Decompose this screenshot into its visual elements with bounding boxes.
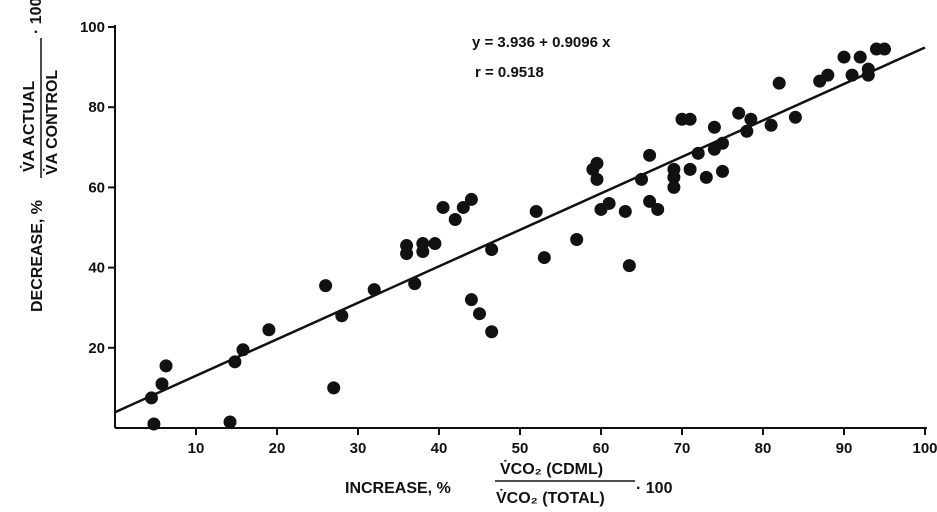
x-axis-title: INCREASE, % [345, 480, 451, 497]
correlation-label: r = 0.9518 [475, 64, 544, 81]
data-point [529, 204, 543, 218]
plot-area: 10 20 30 40 50 60 70 80 90 100 20 40 60 80 100 [80, 19, 937, 457]
data-point [691, 146, 705, 160]
data-point [699, 170, 713, 184]
x-tick-label: 10 [188, 440, 205, 457]
data-point [485, 325, 499, 339]
data-point [635, 172, 648, 186]
y-axis-fraction-multiplier: · 100 [28, 0, 45, 34]
data-point [683, 162, 697, 176]
x-axis-fraction-denominator: V̇CO₂ (TOTAL) [496, 489, 605, 507]
data-point [643, 194, 657, 208]
data-point [159, 359, 173, 373]
y-tick-label: 80 [88, 99, 105, 116]
y-axis-title: DECREASE, % [29, 200, 46, 312]
x-tick-label: 70 [674, 440, 691, 457]
data-point [590, 156, 604, 170]
data-point [456, 200, 470, 214]
data-point [643, 148, 657, 162]
data-point [667, 180, 681, 194]
data-point [473, 307, 486, 321]
data-point [821, 68, 835, 82]
data-point [716, 164, 729, 178]
regression-equation: y = 3.936 + 0.9096 x [472, 34, 611, 51]
data-point [732, 106, 746, 120]
data-point [223, 415, 237, 429]
data-point [590, 172, 604, 186]
x-tick-label: 60 [593, 440, 610, 457]
x-tick-label: 100 [912, 440, 937, 457]
data-point [464, 192, 478, 206]
data-point [764, 118, 778, 132]
y-axis-fraction-denominator: V̇A CONTROL [43, 70, 61, 175]
x-tick-label: 90 [836, 440, 853, 457]
data-point [408, 277, 422, 291]
x-axis-fraction-multiplier: · 100 [636, 480, 673, 497]
data-point [147, 417, 161, 431]
data-point [436, 200, 450, 214]
data-point [618, 204, 632, 218]
data-point [651, 202, 665, 216]
data-point [400, 239, 414, 253]
data-point [155, 377, 169, 391]
data-point [772, 76, 786, 90]
data-point [861, 68, 875, 82]
data-point [236, 343, 250, 357]
data-point [837, 50, 851, 64]
data-point [744, 112, 758, 126]
data-point [707, 120, 721, 134]
data-point [878, 42, 891, 56]
y-tick-label: 100 [80, 19, 105, 36]
data-point [319, 279, 333, 293]
data-point [448, 212, 462, 226]
data-point [335, 309, 349, 323]
regression-line [114, 46, 926, 414]
x-tick-label: 40 [431, 440, 448, 457]
x-axis-fraction-numerator: V̇CO₂ (CDML) [500, 460, 603, 478]
x-tick-label: 20 [269, 440, 286, 457]
y-tick-label: 60 [88, 179, 105, 196]
x-tick-label: 30 [350, 440, 367, 457]
data-point [570, 233, 584, 247]
data-point [428, 237, 442, 251]
data-point [602, 196, 616, 210]
data-point [327, 381, 341, 395]
data-point [144, 391, 158, 405]
data-point [667, 162, 681, 176]
data-point [683, 112, 697, 126]
data-point [537, 251, 551, 265]
y-tick-label: 40 [88, 260, 105, 277]
data-point [262, 323, 276, 337]
data-point [716, 136, 729, 150]
y-tick-label: 20 [88, 340, 105, 357]
data-point [788, 110, 802, 124]
data-point [228, 355, 242, 369]
data-point [853, 50, 867, 64]
data-point [622, 259, 636, 273]
data-point [464, 293, 478, 307]
data-point [845, 68, 859, 82]
x-tick-label: 50 [512, 440, 529, 457]
data-point [367, 283, 381, 297]
y-axis-fraction-numerator: V̇A ACTUAL [20, 81, 38, 172]
data-point [740, 124, 754, 138]
data-point [416, 237, 430, 251]
x-tick-label: 80 [755, 440, 772, 457]
data-point [485, 243, 499, 257]
